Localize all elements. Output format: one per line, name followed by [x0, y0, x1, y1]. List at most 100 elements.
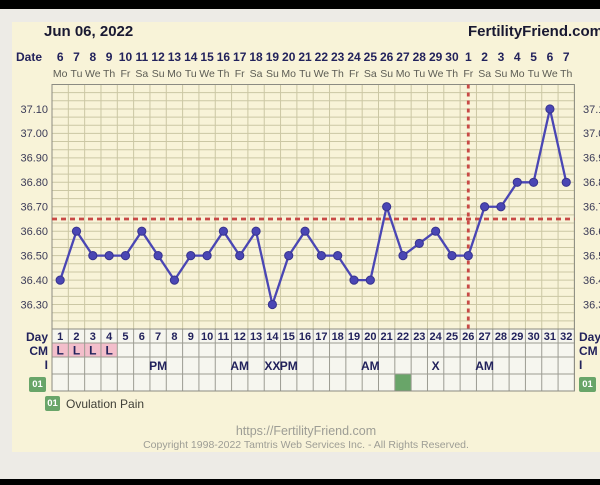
- day-number-cell: 27: [478, 331, 490, 343]
- temp-point-day-24[interactable]: [431, 226, 441, 236]
- temp-point-day-9[interactable]: [186, 251, 196, 261]
- date-row-label: Date: [15, 50, 42, 64]
- day-number-cell: 17: [315, 331, 327, 343]
- temp-point-day-21[interactable]: [382, 202, 392, 212]
- temp-point-day-27[interactable]: [480, 202, 490, 212]
- weekday-tick: Fr: [463, 68, 473, 80]
- cm-row-label-left: CM: [29, 344, 48, 358]
- temp-tick-label-right: 37.00: [583, 128, 600, 140]
- day-number-cell: 7: [155, 331, 161, 343]
- cm-cell-highlight: [84, 343, 101, 357]
- temp-point-day-15[interactable]: [284, 251, 294, 261]
- weekday-tick: Sa: [135, 68, 148, 80]
- day-number-cell: 6: [139, 331, 145, 343]
- temp-point-day-5[interactable]: [120, 251, 131, 261]
- weekday-tick: We: [199, 68, 215, 80]
- temp-point-day-7[interactable]: [153, 251, 163, 261]
- date-tick: 17: [233, 50, 247, 64]
- weekday-tick: Mo: [510, 68, 525, 80]
- cm-entry-day-3: L: [89, 344, 96, 358]
- temp-point-day-11[interactable]: [218, 226, 229, 236]
- day-number-cell: 5: [122, 331, 128, 343]
- day-number-cell: 28: [495, 331, 507, 343]
- weekday-tick: Mo: [396, 68, 411, 80]
- date-tick: 7: [563, 50, 570, 64]
- temp-point-day-26[interactable]: [463, 251, 473, 261]
- date-tick: 25: [364, 50, 378, 64]
- temp-point-day-20[interactable]: [365, 275, 375, 285]
- intercourse-entry-day-24: X: [432, 359, 440, 373]
- date-tick: 18: [249, 50, 263, 64]
- intercourse-entry-day-27: AM: [475, 359, 494, 373]
- temp-point-day-30[interactable]: [528, 177, 539, 187]
- weekday-tick: Fr: [121, 68, 131, 80]
- weekday-tick: Tu: [413, 68, 425, 80]
- intercourse-entry-day-7: PM: [149, 359, 167, 373]
- temp-point-day-2[interactable]: [71, 226, 82, 236]
- date-tick: 8: [89, 50, 96, 64]
- temp-point-day-18[interactable]: [333, 251, 343, 261]
- weekday-tick: We: [85, 68, 101, 80]
- date-tick: 4: [514, 50, 521, 64]
- day-number-cell: 4: [106, 331, 113, 343]
- temp-tick-label-right: 36.50: [583, 250, 600, 262]
- day-number-cell: 22: [397, 331, 409, 343]
- footer-url: https://FertilityFriend.com: [235, 424, 377, 438]
- temp-point-day-6[interactable]: [137, 226, 147, 236]
- day-row-label-right: Day: [579, 330, 600, 344]
- day-number-cell: 11: [218, 331, 230, 343]
- temp-point-day-8[interactable]: [169, 275, 180, 285]
- day-number-cell: 24: [430, 331, 443, 343]
- temp-point-day-10[interactable]: [202, 251, 212, 261]
- intercourse-row-label-right: I: [579, 358, 583, 372]
- chart-date-title: Jun 06, 2022: [44, 23, 134, 40]
- cm-row-label-right: CM: [579, 344, 598, 358]
- weekday-tick: Su: [152, 68, 165, 80]
- date-tick: 15: [200, 50, 214, 64]
- temp-point-day-16[interactable]: [300, 226, 310, 236]
- temp-point-day-17[interactable]: [316, 251, 326, 261]
- temp-point-day-13[interactable]: [251, 226, 261, 236]
- day-number-cell: 29: [511, 331, 523, 343]
- symbol-cell-marked[interactable]: [394, 374, 412, 391]
- day-number-cell: 30: [527, 331, 539, 343]
- date-tick: 6: [547, 50, 554, 64]
- temp-tick-label-left: 36.50: [20, 250, 48, 262]
- cm-cell-highlight: [100, 343, 118, 357]
- date-tick: 16: [217, 50, 231, 64]
- date-tick: 13: [168, 50, 182, 64]
- cm-cell-highlight: [68, 343, 85, 357]
- temp-tick-label-right: 36.60: [583, 226, 600, 238]
- day-number-cell: 12: [234, 331, 246, 343]
- temp-tick-label-left: 37.00: [20, 128, 48, 140]
- day-number-cell: 25: [446, 331, 458, 343]
- legend-badge: 01: [45, 396, 60, 411]
- day-number-cell: 21: [381, 331, 393, 343]
- legend-ovulation-pain: 01 Ovulation Pain: [45, 396, 144, 411]
- temp-tick-label-right: 37.10: [583, 104, 600, 116]
- temp-point-day-12[interactable]: [235, 251, 245, 261]
- temp-point-day-1[interactable]: [55, 275, 65, 285]
- date-tick: 27: [396, 50, 410, 64]
- day-number-cell: 13: [250, 331, 262, 343]
- day-number-cell: 23: [413, 331, 425, 343]
- weekday-tick: Su: [495, 68, 508, 80]
- weekday-tick: Sa: [364, 68, 377, 80]
- date-tick: 23: [331, 50, 345, 64]
- temp-point-day-4[interactable]: [104, 251, 114, 261]
- bottom-letterbox-bar: [0, 479, 600, 485]
- temp-point-day-3[interactable]: [88, 251, 98, 261]
- temp-point-day-29[interactable]: [512, 177, 522, 187]
- temp-point-day-32[interactable]: [561, 177, 571, 187]
- temp-tick-label-right: 36.30: [583, 299, 600, 311]
- legend-label: Ovulation Pain: [66, 396, 145, 411]
- date-tick: 11: [135, 50, 148, 64]
- temp-point-day-28[interactable]: [496, 202, 506, 212]
- temp-point-day-23[interactable]: [414, 238, 424, 249]
- date-tick: 9: [106, 50, 113, 64]
- temp-point-day-14[interactable]: [267, 299, 277, 310]
- temp-point-day-25[interactable]: [447, 251, 457, 261]
- temp-point-day-31[interactable]: [545, 104, 555, 114]
- temp-point-day-19[interactable]: [349, 275, 359, 285]
- temp-point-day-22[interactable]: [398, 251, 408, 261]
